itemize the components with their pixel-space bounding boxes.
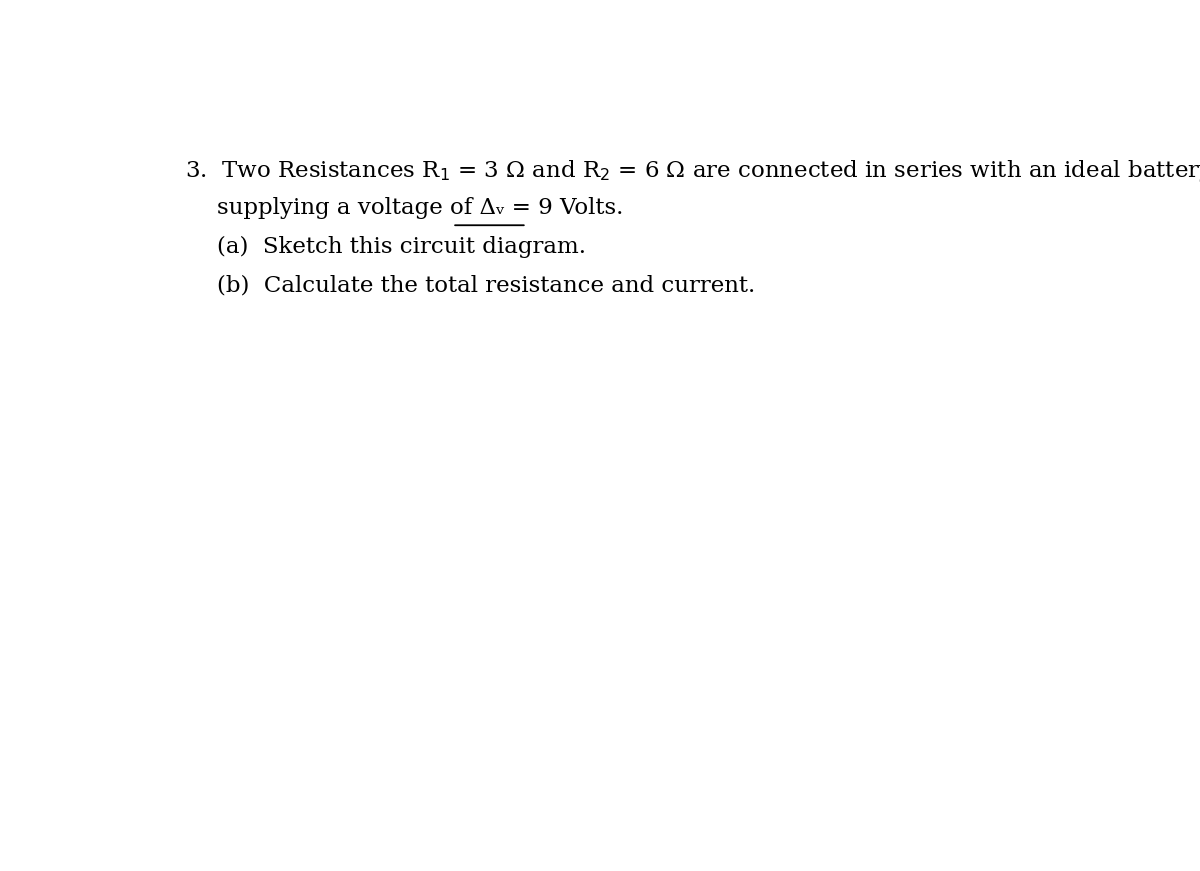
Text: (b)  Calculate the total resistance and current.: (b) Calculate the total resistance and c… (217, 275, 755, 297)
Text: supplying a voltage of Δᵥ = 9 Volts.: supplying a voltage of Δᵥ = 9 Volts. (217, 197, 623, 219)
Text: (a)  Sketch this circuit diagram.: (a) Sketch this circuit diagram. (217, 236, 586, 258)
Text: 3.  Two Resistances R$_1$ = 3 Ω and R$_2$ = 6 Ω are connected in series with an : 3. Two Resistances R$_1$ = 3 Ω and R$_2$… (185, 159, 1200, 184)
